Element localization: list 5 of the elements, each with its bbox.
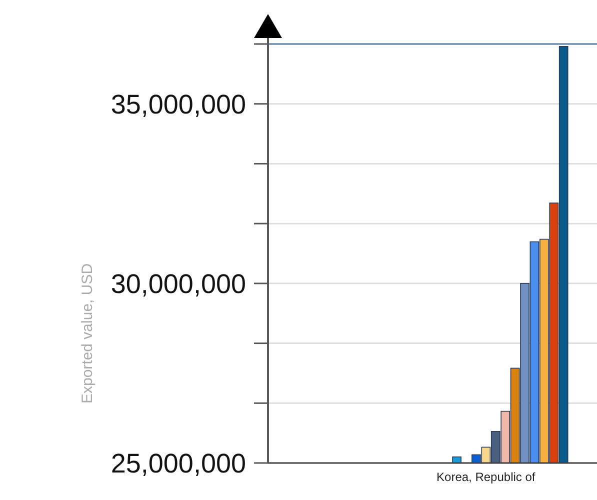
x-tick-label: Korea, Republic of — [436, 470, 536, 484]
y-tick-label: 25,000,000 — [110, 448, 246, 478]
y-axis-title: Exported value, USD — [79, 263, 96, 404]
y-tick-label: 35,000,000 — [110, 89, 246, 120]
y-tick-label: 30,000,000 — [110, 268, 246, 299]
